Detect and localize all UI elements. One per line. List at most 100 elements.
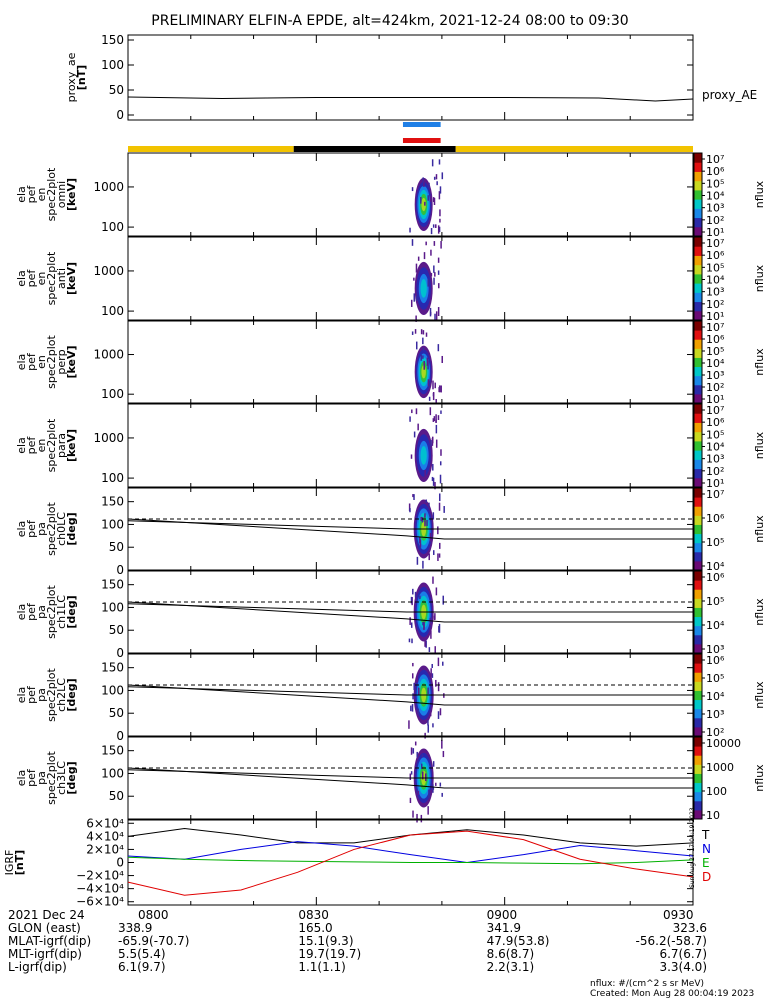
en-para-spectrum-blob-speckle [435, 414, 437, 423]
en-omni-spectrum-blob-speckle [409, 227, 411, 233]
en-anti-spectrum-blob-speckle [437, 307, 440, 317]
en-omni-spectrum-blob-speckle [429, 195, 432, 202]
igrf-tick-label: −2×10⁴ [76, 869, 124, 883]
en-anti-colorbar-swatch [694, 255, 702, 266]
en-perp-colorbar-tick-label: 10⁵ [706, 345, 724, 358]
pa-ch0LC-ylabel-line: [deg] [65, 512, 78, 545]
pa-ch0LC-spectrum-blob [408, 493, 445, 569]
pa-ch2LC-colorbar-tick-label: 10² [706, 726, 724, 739]
pa-ch3LC-spectrum-blob-speckle [412, 748, 415, 754]
pa-ch0LC-ylabel-line: pef [25, 519, 38, 538]
en-para-colorbar-tick-label: 10¹ [706, 477, 724, 490]
en-omni-colorbar-swatch [694, 208, 702, 219]
pa-ch1LC-ylabel-line: [deg] [65, 595, 78, 628]
en-perp-colorbar-swatch [694, 321, 702, 331]
pa-ch1LC-ylabel-line: pa [35, 605, 48, 619]
pa-ch1LC-colorbar-swatch [694, 571, 702, 581]
en-perp-colorbar-swatch [694, 384, 702, 395]
en-perp-colorbar-swatch [694, 330, 702, 340]
pa-ch0LC-colorbar-frame [693, 487, 703, 571]
pa-ch1LC-colorbar-swatch [694, 598, 702, 608]
en-para-spectrum-blob-speckle [409, 416, 411, 422]
en-omni-colorbar-tick-label: 10⁷ [706, 153, 724, 166]
en-anti-spectrum-blob-speckle [437, 257, 440, 263]
pa-ch0LC-spectrum-blob-speckle [438, 493, 441, 502]
run-timestamp-stamp: Sun Aug 27 17:04:19 2023 [689, 807, 696, 888]
igrf-legend-T: T [701, 828, 710, 842]
pa-ch0LC-spectrum-blob-speckle [432, 512, 435, 520]
en-para-spectrum-blob-speckle [415, 408, 418, 415]
en-para-spectrum-blob-speckle [439, 474, 442, 484]
pa-ch2LC-spectrum-blob-speckle [432, 723, 434, 728]
pa-ch2LC-frame [127, 653, 694, 737]
pa-ch2LC-colorbar-swatch [694, 699, 702, 710]
pa-ch3LC-anti-loss-cone-line [127, 769, 693, 779]
en-perp-spectrum-blob-speckle [422, 355, 424, 359]
en-perp-spectrum-blob-speckle [427, 379, 430, 387]
pa-ch3LC-ylabel-line: pa [35, 771, 48, 785]
en-anti-colorbar-swatch [694, 237, 702, 247]
pa-ch2LC-colorbar-swatch [694, 663, 702, 673]
pa-ch1LC-colorbar-tick-label: 10⁵ [706, 595, 724, 608]
pa-ch2LC-spectrum-blob-speckle [411, 673, 414, 679]
en-omni-spectrum-blob-speckle [411, 187, 414, 192]
pa-ch0LC-spectrum-blob-speckle [428, 502, 430, 507]
en-omni-spectrum-blob-speckle [420, 197, 422, 204]
created-timestamp: Created: Mon Aug 28 00:04:19 2023 [590, 989, 755, 999]
pa-ch0LC-colorbar-tick-label: 10⁷ [706, 488, 724, 501]
en-omni-spectrum-blob-speckle [432, 197, 435, 203]
en-para-spectrum-blob-layer [420, 446, 427, 465]
pa-ch1LC-spectrum-blob-speckle [408, 638, 411, 643]
pa-ch3LC-colorbar-tick-label: 10 [706, 809, 720, 822]
en-perp-ylabel-line: ela [15, 354, 28, 371]
pa-ch0LC-colorbar-label: nflux [753, 515, 766, 543]
pa-ch3LC-spectrum-blob-speckle [442, 750, 445, 758]
en-para-colorbar-tick-label: 10⁷ [706, 404, 724, 417]
en-omni-colorbar-label: nflux [753, 180, 766, 208]
x-axis-row-value: 323.6 [672, 921, 707, 935]
pa-ch3LC-colorbar-swatch [694, 809, 702, 820]
pa-ch3LC-colorbar-tick-label: 10000 [706, 737, 741, 750]
pa-ch1LC-tick-label: 50 [109, 623, 124, 637]
pa-ch3LC-colorbar-swatch [694, 782, 702, 793]
pa-ch1LC-spectrum-blob-speckle [409, 617, 411, 625]
pa-ch2LC-spectrum-blob-speckle [410, 705, 412, 712]
pa-ch1LC-tick-label: 150 [101, 578, 124, 592]
pa-ch1LC-spectrum-blob-speckle [442, 595, 445, 605]
pa-ch1LC-spectrum-blob-speckle [430, 630, 432, 639]
pa-ch2LC-colorbar-swatch [694, 726, 702, 737]
en-anti-colorbar-tick-label: 10³ [706, 286, 724, 299]
en-omni-spectrum-blob-speckle [439, 186, 442, 194]
proxy-ae-line [127, 96, 694, 102]
pa-ch2LC-spectrum-blob-speckle [429, 712, 432, 717]
en-omni-spectrum-blob-speckle [430, 228, 433, 235]
pa-ch0LC-anti-loss-cone-line [127, 520, 693, 530]
pa-ch1LC-spectrum-blob-speckle [430, 617, 432, 623]
en-omni-tick-label: 1000 [93, 180, 124, 194]
pa-ch1LC-colorbar-frame [693, 570, 703, 654]
en-para-colorbar-swatch [694, 431, 702, 442]
pa-ch0LC-colorbar-swatch [694, 533, 702, 544]
pa-ch1LC-tick-label: 0 [116, 646, 124, 660]
en-anti-spectrum-blob-speckle [430, 249, 432, 256]
pa-ch3LC-spectrum-blob-speckle [420, 763, 423, 769]
pa-ch2LC-spectrum-blob-speckle [442, 661, 444, 666]
proxy-ae-tick-label: 100 [101, 58, 124, 72]
en-perp-spectrum-blob-speckle [415, 375, 418, 381]
en-anti-spectrum-blob-speckle [423, 252, 426, 260]
pa-ch0LC-spectrum-blob-speckle [424, 520, 426, 527]
en-para-spectrum-blob-speckle [424, 469, 426, 478]
pa-ch1LC-colorbar-swatch [694, 580, 702, 590]
en-anti-spectrum-blob-speckle [427, 279, 429, 287]
pa-ch0LC-spectrum-blob-speckle [426, 519, 428, 526]
igrf-tick-label: −4×10⁴ [76, 882, 124, 896]
en-omni-spectrum-blob-speckle [439, 209, 441, 217]
en-anti-ylabel-line: [keV] [65, 262, 78, 295]
en-perp-spectrum-blob-speckle [437, 344, 440, 352]
pa-ch2LC-colorbar-swatch [694, 717, 702, 728]
en-perp-spectrum-blob-speckle [420, 354, 423, 361]
pa-ch3LC-spectrum-blob-speckle [427, 806, 429, 815]
pa-ch2LC-ylabel-line: spec2plot [45, 668, 58, 722]
en-perp-colorbar-frame [693, 320, 703, 404]
x-axis-row-value: 5.5(5.4) [118, 947, 166, 961]
